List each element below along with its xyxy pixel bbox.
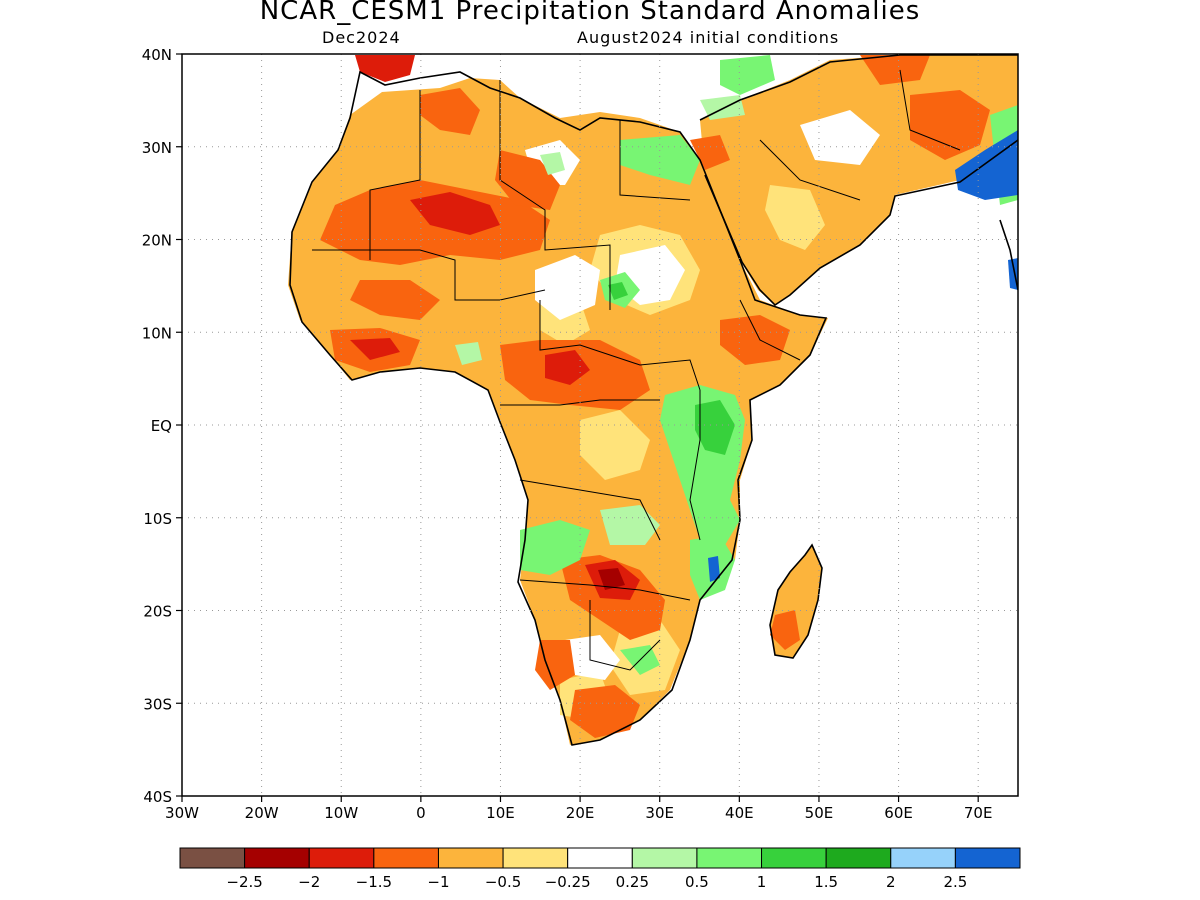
colorbar-swatch (631, 847, 698, 869)
dry-patch (350, 280, 440, 320)
colorbar-swatch (502, 847, 569, 869)
lat-tick-label: 40N (142, 46, 172, 64)
colorbar-label: −2.5 (226, 873, 262, 891)
wet-patch (695, 400, 735, 455)
map-title: NCAR_CESM1 Precipitation Standard Anomal… (259, 0, 921, 26)
wet-patch (955, 130, 1018, 200)
colorbar-label: 1 (757, 873, 767, 891)
colorbar-swatch (373, 847, 439, 869)
dry-patch (495, 150, 560, 210)
colorbar-swatch (308, 847, 375, 869)
lon-tick-label: 20E (566, 804, 595, 822)
lon-tick-label: 50E (805, 804, 834, 822)
extreme-dry-patch (598, 568, 625, 590)
wet-patch (600, 505, 660, 545)
lat-tick-label: 30S (143, 695, 172, 713)
colorbar-label: 1.5 (814, 873, 838, 891)
colorbar-label: −1 (427, 873, 449, 891)
dry-patch (860, 55, 930, 85)
dry-patch (910, 90, 990, 160)
strong-dry-patch (410, 192, 500, 235)
wet-patch (455, 342, 482, 365)
dry-patch (720, 315, 790, 365)
colorbar-label: −0.5 (485, 873, 521, 891)
colorbar-swatch (179, 847, 246, 869)
wet-patch (620, 135, 700, 185)
wet-patch (708, 556, 720, 582)
forecast-month: Dec2024 (322, 28, 401, 47)
lon-tick-label: 60E (884, 804, 913, 822)
weak-dry-patch (765, 185, 825, 250)
lat-tick-label: 30N (142, 139, 172, 157)
lat-tick-label: 40S (143, 788, 172, 806)
colorbar-swatch (244, 847, 310, 869)
strong-dry-patch (350, 338, 400, 360)
dry-patch (690, 135, 730, 170)
wet-patch (1008, 258, 1018, 290)
lon-tick-label: 40E (725, 804, 754, 822)
lon-tick-label: 0 (416, 804, 426, 822)
colorbar-label: −2 (298, 873, 320, 891)
near-normal-patch (535, 255, 600, 320)
colorbar-swatch (954, 847, 1021, 869)
colorbar: −2.5 −2 −1.5 −1 −0.5 −0.25 0.25 0.5 1 1.5 2 2.5 (179, 847, 1021, 891)
colorbar-swatch (567, 847, 633, 869)
lon-tick-label: 70E (964, 804, 993, 822)
graticule (182, 54, 1018, 796)
initial-conditions-label: August2024 initial conditions (577, 28, 840, 47)
wet-patch (520, 520, 590, 575)
strong-dry-patch (355, 55, 415, 82)
wet-patch (540, 152, 565, 175)
colorbar-label: 0.5 (685, 873, 709, 891)
colorbar-label: −1.5 (356, 873, 392, 891)
lat-tick-label: 10N (142, 324, 172, 342)
colorbar-label: 0.25 (616, 873, 649, 891)
dry-patch (570, 685, 640, 738)
lon-tick-label: 20W (245, 804, 279, 822)
lat-tick-label: EQ (151, 417, 172, 435)
near-normal-patch (800, 110, 880, 165)
lat-tick-label: 20N (142, 232, 172, 250)
colorbar-swatch (890, 847, 956, 869)
coastlines (289, 54, 1018, 746)
weak-dry-patch (580, 410, 650, 480)
colorbar-swatch (825, 847, 892, 869)
wet-patch (720, 55, 775, 95)
dry-patch (770, 610, 800, 650)
wet-patch (608, 282, 628, 300)
anomaly-field (288, 55, 1018, 745)
dry-patch (535, 640, 575, 690)
colorbar-label: 2.5 (943, 873, 967, 891)
lon-tick-label: 10W (324, 804, 358, 822)
lon-tick-label: 30E (645, 804, 674, 822)
colorbar-label: −0.25 (545, 873, 591, 891)
near-normal-patch (565, 635, 620, 680)
lat-tick-label: 10S (143, 510, 172, 528)
colorbar-swatch (696, 847, 763, 869)
lon-tick-label: 10E (486, 804, 515, 822)
colorbar-label: 2 (886, 873, 896, 891)
colorbar-swatch (761, 847, 827, 869)
lon-tick-label: 30W (165, 804, 199, 822)
lat-tick-label: 20S (143, 603, 172, 621)
strong-dry-patch (545, 350, 590, 385)
colorbar-swatch (437, 847, 504, 869)
dry-patch (420, 88, 480, 135)
